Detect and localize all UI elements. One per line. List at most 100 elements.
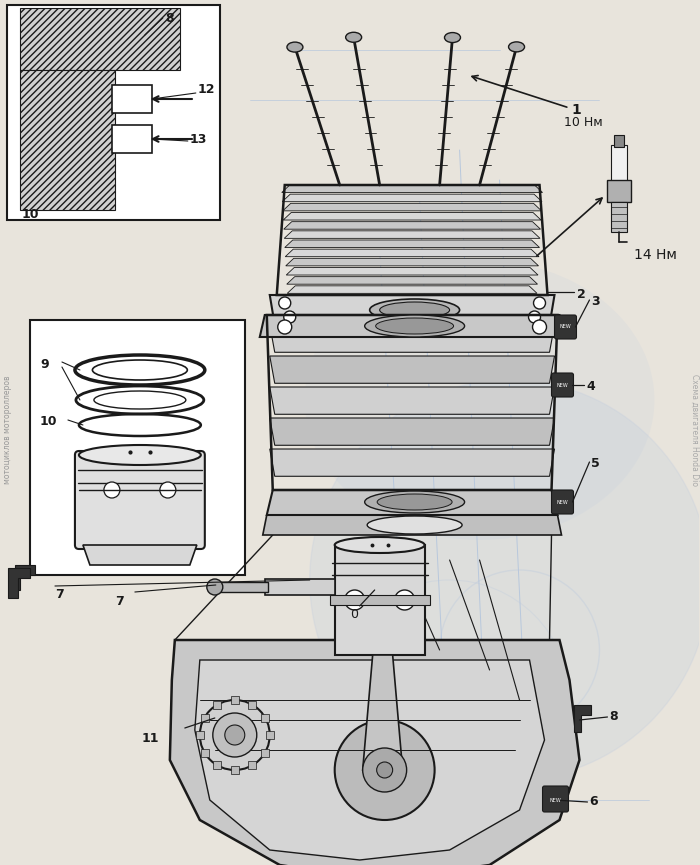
Polygon shape [283, 203, 542, 211]
Polygon shape [20, 8, 180, 70]
Circle shape [284, 311, 295, 323]
Bar [261, 748, 269, 757]
Bar [248, 701, 256, 708]
Polygon shape [282, 194, 542, 202]
Polygon shape [270, 356, 554, 383]
Polygon shape [15, 565, 35, 590]
Text: 1: 1 [571, 103, 581, 117]
Text: 8: 8 [165, 12, 174, 25]
Polygon shape [284, 221, 540, 229]
Text: 14 Нм: 14 Нм [634, 248, 678, 262]
Polygon shape [287, 277, 538, 285]
Circle shape [344, 590, 365, 610]
Text: 7: 7 [115, 595, 124, 608]
Bar [214, 701, 221, 708]
Bar [261, 714, 269, 721]
Bar [200, 714, 209, 721]
Circle shape [278, 320, 292, 334]
Circle shape [225, 725, 245, 745]
Circle shape [377, 762, 393, 778]
Polygon shape [267, 490, 557, 515]
Bar [248, 761, 256, 769]
FancyBboxPatch shape [552, 490, 573, 514]
Ellipse shape [509, 42, 524, 52]
Polygon shape [284, 231, 540, 239]
Ellipse shape [379, 302, 449, 318]
Ellipse shape [370, 299, 460, 321]
Polygon shape [281, 185, 542, 193]
Ellipse shape [287, 42, 303, 52]
Ellipse shape [304, 260, 654, 540]
Text: 3: 3 [592, 295, 600, 308]
Bar [265, 579, 335, 595]
Circle shape [335, 720, 435, 820]
Polygon shape [20, 70, 115, 210]
Bar [214, 761, 221, 769]
Text: 12: 12 [198, 83, 216, 96]
Polygon shape [363, 655, 402, 770]
Text: 7: 7 [55, 588, 64, 601]
Ellipse shape [444, 33, 461, 42]
Bar [615, 135, 624, 147]
Bar [196, 731, 204, 739]
Circle shape [533, 320, 547, 334]
Polygon shape [285, 240, 540, 247]
Bar [266, 731, 274, 739]
Bar [231, 766, 239, 774]
Bar [112, 85, 152, 113]
Bar [112, 125, 152, 153]
Ellipse shape [365, 315, 465, 337]
Polygon shape [270, 325, 554, 352]
Ellipse shape [368, 516, 462, 534]
Ellipse shape [79, 445, 201, 465]
Polygon shape [270, 418, 554, 445]
Text: 10 Нм: 10 Нм [564, 116, 603, 129]
Text: NEW: NEW [556, 499, 568, 504]
Polygon shape [286, 267, 538, 275]
Circle shape [309, 380, 700, 780]
Text: NEW: NEW [550, 798, 561, 803]
Circle shape [104, 482, 120, 498]
Text: 11: 11 [142, 732, 160, 745]
Bar [231, 696, 239, 704]
Text: NEW: NEW [559, 324, 571, 330]
Bar [330, 595, 430, 605]
FancyBboxPatch shape [554, 315, 577, 339]
Text: 8: 8 [610, 710, 618, 723]
Text: 6: 6 [589, 795, 598, 808]
Circle shape [160, 482, 176, 498]
Bar [612, 202, 627, 232]
Bar [335, 545, 425, 655]
Circle shape [533, 297, 545, 309]
Polygon shape [270, 295, 554, 325]
Polygon shape [195, 660, 545, 860]
Text: 0: 0 [350, 608, 358, 621]
Ellipse shape [376, 318, 454, 334]
Ellipse shape [377, 494, 452, 510]
Circle shape [199, 700, 270, 770]
Circle shape [206, 579, 223, 595]
Bar [612, 145, 627, 185]
Text: 5: 5 [592, 457, 600, 470]
Polygon shape [170, 640, 580, 865]
Bar [30, 320, 245, 575]
Polygon shape [8, 568, 30, 598]
Circle shape [528, 311, 540, 323]
FancyBboxPatch shape [552, 373, 573, 397]
Text: 4: 4 [587, 380, 595, 393]
Circle shape [363, 748, 407, 792]
Polygon shape [287, 285, 537, 293]
Circle shape [213, 713, 257, 757]
Bar [218, 582, 268, 592]
Polygon shape [270, 449, 554, 477]
Polygon shape [262, 515, 561, 535]
Polygon shape [575, 705, 592, 732]
FancyBboxPatch shape [542, 786, 568, 812]
Text: Схема двигателя Honda Dio: Схема двигателя Honda Dio [690, 374, 699, 486]
Polygon shape [270, 387, 554, 414]
Circle shape [279, 297, 290, 309]
Polygon shape [285, 249, 539, 257]
Circle shape [395, 590, 414, 610]
Ellipse shape [346, 32, 362, 42]
Bar [7, 5, 220, 220]
